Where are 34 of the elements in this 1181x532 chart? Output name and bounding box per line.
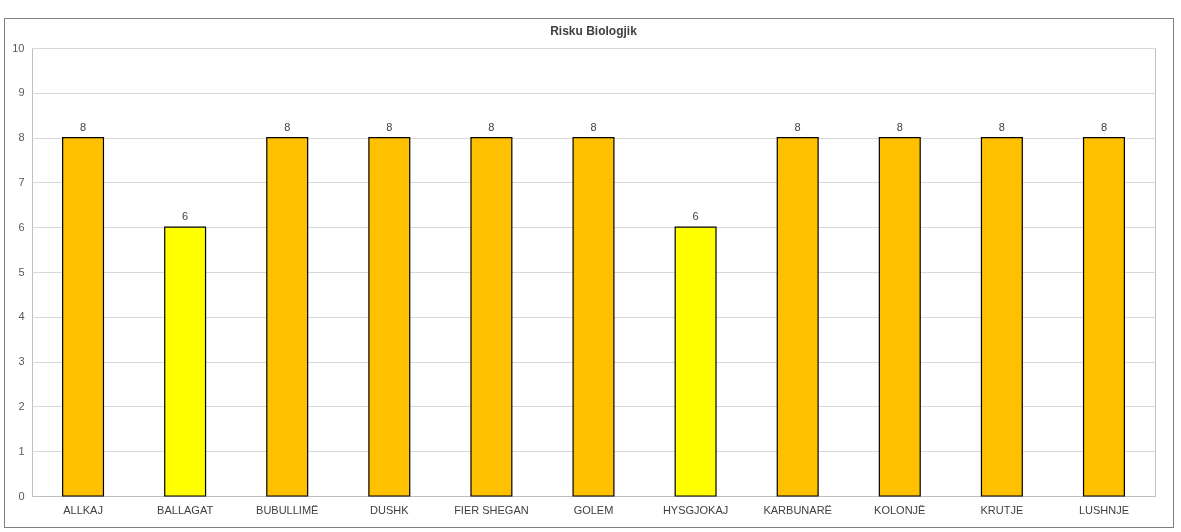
data-label: 6 [182, 210, 189, 223]
y-tick-label: 7 [18, 175, 25, 188]
y-tick-label: 8 [18, 131, 25, 144]
data-label: 8 [386, 120, 393, 133]
y-tick-label: 0 [18, 489, 25, 502]
x-tick-label: FIER SHEGAN [454, 503, 529, 516]
x-tick-label: BALLAGAT [157, 503, 214, 516]
x-tick-label: GOLEM [573, 503, 614, 516]
data-label: 8 [998, 120, 1005, 133]
y-tick-label: 4 [18, 310, 25, 323]
y-tick-label: 3 [18, 355, 25, 368]
x-tick-label: ALLKAJ [63, 503, 103, 516]
x-tick-label: KARBUNARË [763, 503, 832, 516]
y-tick-label: 1 [18, 444, 25, 457]
x-tick-label: BUBULLIMË [256, 503, 319, 516]
data-label: 8 [590, 120, 597, 133]
y-tick-label: 9 [18, 86, 25, 99]
y-tick-label: 6 [18, 220, 25, 233]
data-label: 8 [794, 120, 801, 133]
x-tick-label: KOLONJË [874, 503, 926, 516]
x-tick-label: LUSHNJE [1078, 503, 1130, 516]
data-label: 8 [1100, 120, 1108, 133]
data-label: 8 [284, 120, 291, 133]
data-label: 8 [79, 120, 87, 133]
x-tick-label: KRUTJE [980, 503, 1024, 516]
x-tick-label: DUSHK [370, 503, 410, 516]
data-label: 8 [488, 120, 495, 133]
x-tick-label: HYSGJOKAJ [662, 503, 729, 516]
data-label: 6 [692, 210, 699, 223]
data-label: 8 [896, 120, 903, 133]
y-tick-label: 10 [12, 41, 25, 54]
chart-title: Risku Biologjik [550, 24, 638, 38]
y-tick-label: 2 [18, 399, 25, 412]
y-tick-label: 5 [18, 265, 25, 278]
